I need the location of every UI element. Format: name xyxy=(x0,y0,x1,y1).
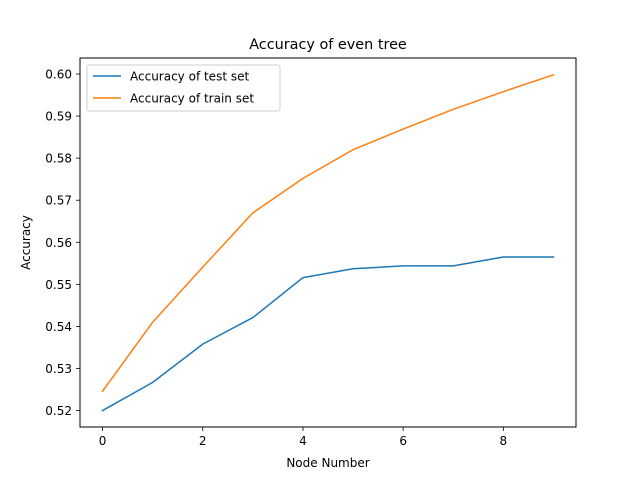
y-axis-label: Accuracy xyxy=(19,215,33,270)
y-tick-label: 0.54 xyxy=(45,320,72,334)
x-tick-label: 0 xyxy=(99,434,107,448)
chart-title: Accuracy of even tree xyxy=(249,37,407,53)
x-axis-label: Node Number xyxy=(286,456,369,470)
y-axis: 0.52 0.53 0.54 0.55 0.56 0.57 0.58 0.59 0.60 xyxy=(45,67,80,418)
series-line-test xyxy=(101,256,555,412)
x-tick-label: 4 xyxy=(299,434,307,448)
y-tick-label: 0.57 xyxy=(45,194,72,208)
legend: Accuracy of test set Accuracy of train se… xyxy=(86,64,281,112)
x-tick-label: 8 xyxy=(500,434,508,448)
series-line-train xyxy=(101,73,555,393)
legend-label: Accuracy of test set xyxy=(130,70,249,84)
legend-label: Accuracy of train set xyxy=(130,92,254,106)
plot-area xyxy=(79,57,577,428)
x-tick-label: 2 xyxy=(199,434,207,448)
x-axis: 0 2 4 6 8 xyxy=(99,427,507,448)
y-tick-label: 0.55 xyxy=(45,278,72,292)
y-tick-label: 0.53 xyxy=(45,362,72,376)
legend-box xyxy=(86,64,281,112)
y-tick-label: 0.58 xyxy=(45,152,72,166)
y-tick-label: 0.60 xyxy=(45,67,72,81)
x-tick-label: 6 xyxy=(399,434,407,448)
plot-background xyxy=(80,58,576,427)
series-layer xyxy=(101,73,555,412)
y-tick-label: 0.52 xyxy=(45,404,72,418)
y-tick-label: 0.56 xyxy=(45,236,72,250)
y-tick-label: 0.59 xyxy=(45,110,72,124)
